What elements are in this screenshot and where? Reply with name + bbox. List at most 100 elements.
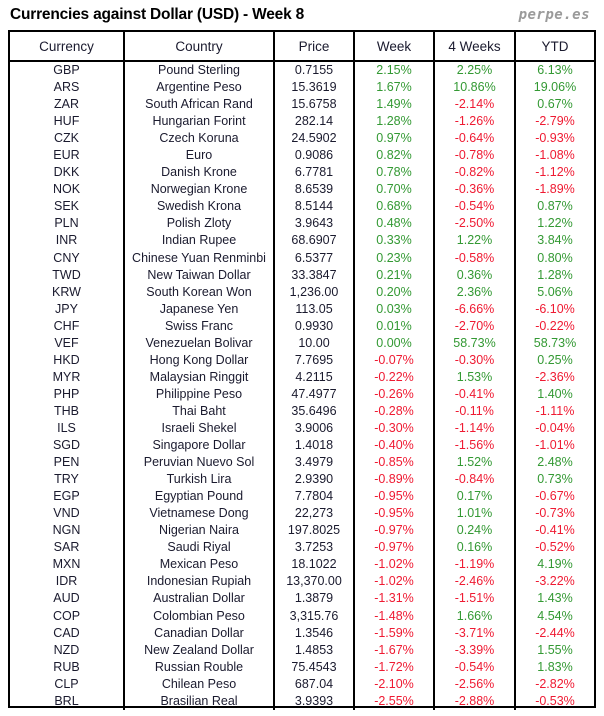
cell-currency: CHF — [10, 317, 125, 335]
cell-price: 0.9086 — [274, 147, 355, 165]
cell-week: -1.02% — [354, 556, 435, 574]
cell-price: 197.8025 — [274, 522, 355, 540]
cell-ytd: 0.87% — [537, 199, 573, 214]
column-header-4weeks[interactable]: 4 Weeks — [434, 32, 516, 62]
cell-currency: BRL — [10, 692, 125, 710]
cell-ytd: -2.79% — [535, 114, 575, 129]
cell-week: -0.97% — [354, 522, 435, 540]
cell-ytd: -3.22% — [535, 574, 575, 589]
cell-ytd: -0.93% — [535, 131, 575, 146]
cell-currency: CAD — [10, 624, 125, 642]
cell-week: -0.95% — [354, 488, 435, 506]
column-header-country[interactable]: Country — [124, 32, 275, 62]
cell-price: 15.6758 — [274, 96, 355, 114]
cell-country: Colombian Peso — [124, 607, 275, 625]
cell-price: 22,273 — [274, 505, 355, 523]
cell-price: 1.3879 — [274, 590, 355, 608]
cell-country: Russian Rouble — [124, 658, 275, 676]
cell-week: -0.97% — [354, 539, 435, 557]
cell-ytd: -6.10% — [535, 301, 575, 316]
cell-ytd: 0.25% — [537, 352, 573, 367]
table-row: TWD New Taiwan Dollar 33.3847 0.21% 0.36% 1.2… — [10, 266, 594, 284]
cell-country: Chinese Yuan Renminbi — [124, 249, 275, 267]
cell-price: 6.5377 — [274, 249, 355, 267]
table-row: INR Indian Rupee 68.6907 0.33% 1.22% 3.84% — [10, 232, 594, 250]
cell-country: Swiss Franc — [124, 317, 275, 335]
column-header-ytd[interactable]: YTD — [515, 32, 594, 62]
table-row: NZD New Zealand Dollar 1.4853 -1.67% -3.39% 1… — [10, 641, 594, 659]
column-header-week[interactable]: Week — [354, 32, 435, 62]
column-header-currency[interactable]: Currency — [10, 32, 125, 62]
cell-week: -0.28% — [354, 402, 435, 420]
cell-week: -1.59% — [354, 624, 435, 642]
cell-price: 7.7695 — [274, 351, 355, 369]
cell-4weeks: -0.36% — [434, 181, 516, 199]
column-header-price[interactable]: Price — [274, 32, 355, 62]
currency-table: Currency Country Price Week 4 Weeks YTD … — [10, 32, 594, 710]
table-row: CLP Chilean Peso 687.04 -2.10% -2.56% -2.82% — [10, 675, 594, 693]
cell-week: 0.33% — [354, 232, 435, 250]
cell-price: 10.00 — [274, 334, 355, 352]
cell-ytd: 0.67% — [537, 97, 573, 112]
cell-week: 0.97% — [354, 130, 435, 148]
cell-4weeks: 1.52% — [434, 454, 516, 472]
cell-ytd: 6.13% — [537, 63, 573, 77]
cell-currency: AUD — [10, 590, 125, 608]
cell-price: 2.9390 — [274, 471, 355, 489]
cell-country: Japanese Yen — [124, 300, 275, 318]
cell-currency: VEF — [10, 334, 125, 352]
cell-ytd: -2.36% — [535, 369, 575, 384]
cell-ytd: 1.55% — [537, 642, 573, 657]
cell-week: -0.89% — [354, 471, 435, 489]
cell-currency: ILS — [10, 419, 125, 438]
cell-price: 1.4853 — [274, 641, 355, 659]
cell-4weeks: -1.14% — [434, 419, 516, 438]
cell-currency: EUR — [10, 147, 125, 165]
cell-currency: CZK — [10, 130, 125, 148]
page-title: Currencies against Dollar (USD) - Week 8 — [10, 6, 305, 23]
table-row: NGN Nigerian Naira 197.8025 -0.97% 0.24% -0.4… — [10, 522, 594, 540]
cell-4weeks: 1.66% — [434, 607, 516, 625]
cell-ytd: 0.73% — [537, 472, 573, 487]
cell-ytd: -1.89% — [535, 182, 575, 197]
cell-4weeks: -2.50% — [434, 215, 516, 233]
cell-ytd: -0.53% — [535, 693, 575, 708]
cell-price: 3,315.76 — [274, 607, 355, 625]
cell-4weeks: -0.11% — [434, 402, 516, 420]
cell-price: 282.14 — [274, 113, 355, 131]
cell-ytd: 1.83% — [537, 659, 573, 674]
cell-4weeks: -1.56% — [434, 437, 516, 455]
cell-4weeks: -0.84% — [434, 471, 516, 489]
cell-price: 3.9643 — [274, 215, 355, 233]
cell-price: 3.9393 — [274, 692, 355, 710]
cell-ytd: -0.22% — [535, 318, 575, 333]
cell-ytd: 58.73% — [533, 335, 577, 350]
cell-currency: MXN — [10, 556, 125, 574]
cell-country: South African Rand — [124, 96, 275, 114]
title-bar: Currencies against Dollar (USD) - Week 8… — [0, 0, 604, 30]
cell-currency: SEK — [10, 198, 125, 216]
cell-4weeks: -0.64% — [434, 130, 516, 148]
cell-country: Hungarian Forint — [124, 113, 275, 131]
cell-currency: NZD — [10, 641, 125, 659]
table-row: CHF Swiss Franc 0.9930 0.01% -2.70% -0.22% — [10, 317, 594, 335]
cell-currency: SAR — [10, 539, 125, 557]
table-row: CAD Canadian Dollar 1.3546 -1.59% -3.71% -2.4… — [10, 624, 594, 642]
cell-currency: VND — [10, 505, 125, 523]
cell-price: 6.7781 — [274, 164, 355, 182]
cell-4weeks: -0.41% — [434, 385, 516, 403]
cell-ytd: 2.48% — [537, 455, 573, 470]
cell-country: Danish Krone — [124, 164, 275, 182]
table-row: CZK Czech Koruna 24.5902 0.97% -0.64% -0.93% — [10, 130, 594, 148]
cell-week: -1.31% — [354, 590, 435, 608]
cell-4weeks: -1.19% — [434, 556, 516, 574]
cell-ytd: 1.28% — [537, 267, 573, 282]
cell-country: Turkish Lira — [124, 471, 275, 489]
cell-country: Peruvian Nuevo Sol — [124, 454, 275, 472]
cell-currency: DKK — [10, 164, 125, 182]
cell-4weeks: -2.14% — [434, 96, 516, 114]
cell-ytd: 4.54% — [537, 608, 573, 623]
cell-week: 0.48% — [354, 215, 435, 233]
table-body: GBP Pound Sterling 0.7155 2.15% 2.25% 6.13% AR… — [10, 61, 594, 710]
cell-4weeks: -0.54% — [434, 198, 516, 216]
